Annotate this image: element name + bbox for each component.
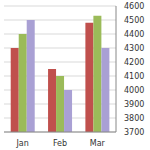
svg-text:4000: 4000: [124, 86, 142, 95]
svg-text:3700: 3700: [124, 128, 142, 137]
svg-text:Mar: Mar: [90, 139, 106, 148]
svg-text:4600: 4600: [124, 2, 142, 11]
svg-text:4300: 4300: [124, 44, 142, 53]
svg-text:4400: 4400: [124, 30, 142, 39]
svg-text:3800: 3800: [124, 114, 142, 123]
svg-text:3900: 3900: [124, 100, 142, 109]
svg-text:4500: 4500: [124, 16, 142, 25]
svg-text:4100: 4100: [124, 72, 142, 81]
svg-text:4200: 4200: [124, 58, 142, 67]
svg-text:Jan: Jan: [15, 139, 28, 148]
svg-text:Feb: Feb: [53, 139, 67, 148]
